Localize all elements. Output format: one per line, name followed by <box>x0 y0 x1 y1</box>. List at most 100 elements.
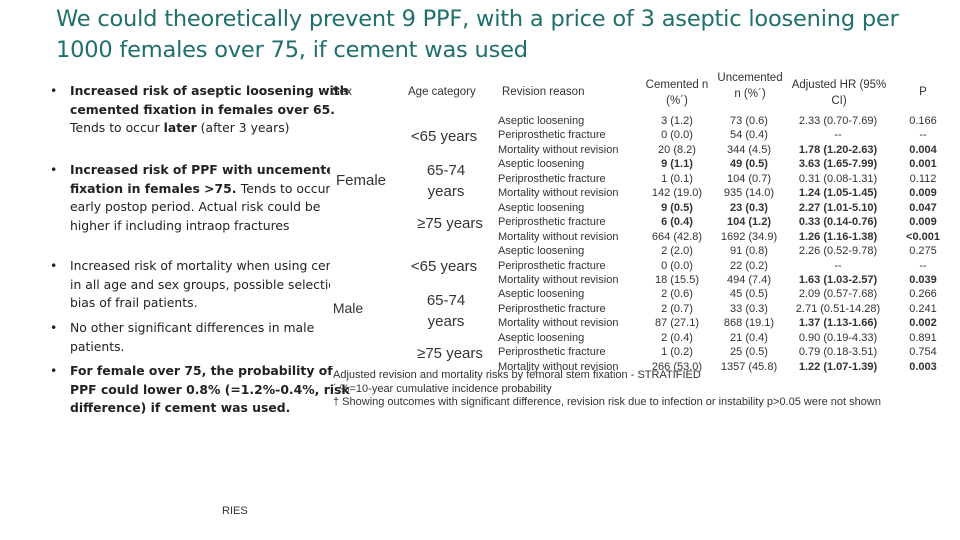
revision-reason-cell: Mortality without revision <box>498 143 619 156</box>
cemented-cell: 266 (53.0) <box>651 360 703 373</box>
sex-block-male: Male <box>330 244 392 366</box>
adjusted-hr-cell: -- <box>834 259 842 272</box>
uncemented-cell: 1357 (45.8) <box>720 360 778 373</box>
adjusted-hr-cell: 1.37 (1.13-1.66) <box>798 317 878 330</box>
finding-bullet: No other significant differences in male… <box>50 319 360 356</box>
sex-label-male: Male <box>332 300 364 316</box>
adjusted-hr-cell: 1.78 (1.20-2.63) <box>798 143 878 156</box>
age-label-male-65-74: 65-74 years <box>426 292 466 330</box>
cemented-cell: 1 (0.2) <box>661 346 693 359</box>
adjusted-hr-cell: 0.90 (0.19-4.33) <box>798 331 878 344</box>
finding-bullet: Increased risk of PPF with uncemented fi… <box>50 161 360 235</box>
revision-reason-cell: Mortality without revision <box>498 187 619 200</box>
finding-text: Tends to occur <box>70 120 164 135</box>
footnote-significance: † Showing outcomes with significant diff… <box>333 396 881 408</box>
revision-reason-cell: Mortality without revision <box>498 360 619 373</box>
revision-reason-cell: Periprosthetic fracture <box>498 172 606 185</box>
cemented-cell: 9 (0.5) <box>661 201 693 214</box>
uncemented-cell: 868 (19.1) <box>723 317 775 330</box>
uncemented-cell: 104 (0.7) <box>726 172 772 185</box>
citation-source: RIES <box>222 505 248 517</box>
slide-title: We could theoretically prevent 9 PPF, wi… <box>56 6 899 63</box>
revision-reason-cell: Mortality without revision <box>498 273 619 286</box>
finding-text: Tends to occur in early postop period. A… <box>70 180 346 233</box>
finding-text: Increased risk of mortality when using c… <box>70 258 359 310</box>
uncemented-cell: 22 (0.2) <box>730 259 768 272</box>
uncemented-cell: 45 (0.5) <box>730 288 768 301</box>
header-adjusted-hr: Adjusted HR (95% CI) <box>791 79 887 107</box>
adjusted-hr-cell: 1.63 (1.03-2.57) <box>798 273 878 286</box>
adjusted-hr-cell: 3.63 (1.65-7.99) <box>798 158 878 171</box>
p-value-cell: 0.039 <box>909 273 937 286</box>
revision-reason-cell: Aseptic loosening <box>498 288 585 301</box>
adjusted-hr-cell: -- <box>834 129 842 142</box>
finding-text: No other significant differences in male… <box>70 320 315 354</box>
header-age-category: Age category <box>408 86 476 98</box>
cemented-cell: 20 (8.2) <box>658 143 696 156</box>
sex-label-female: Female <box>335 172 387 189</box>
cemented-cell: 0 (0.0) <box>661 259 693 272</box>
age-label-female-under-65: <65 years <box>410 128 478 145</box>
cemented-cell: 18 (15.5) <box>654 273 700 286</box>
uncemented-cell: 23 (0.3) <box>730 201 768 214</box>
finding-text: later <box>163 120 197 135</box>
uncemented-cell: 25 (0.5) <box>730 346 768 359</box>
adjusted-hr-cell: 0.79 (0.18-3.51) <box>798 346 878 359</box>
finding-text: For female over 75, the probability of P… <box>70 363 350 415</box>
adjusted-hr-cell: 2.27 (1.01-5.10) <box>798 201 878 214</box>
cemented-cell: 2 (0.6) <box>661 288 693 301</box>
finding-bullet: Increased risk of aseptic loosening with… <box>50 82 360 138</box>
revision-reason-cell: Aseptic loosening <box>498 201 585 214</box>
uncemented-cell: 344 (4.5) <box>726 143 772 156</box>
p-value-cell: 0.266 <box>909 288 937 301</box>
finding-text: Increased risk of aseptic loosening with… <box>70 83 349 117</box>
revision-reason-cell: Mortality without revision <box>498 230 619 243</box>
revision-reason-cell: Periprosthetic fracture <box>498 216 606 229</box>
p-value-cell: 0.166 <box>909 115 937 127</box>
header-revision-reason: Revision reason <box>502 86 585 98</box>
cemented-cell: 2 (0.7) <box>661 302 693 315</box>
header-cemented: Cemented n (%´) <box>645 79 709 107</box>
adjusted-hr-cell: 0.31 (0.08-1.31) <box>798 172 878 185</box>
cemented-cell: 9 (1.1) <box>661 158 693 171</box>
revision-reason-cell: Periprosthetic fracture <box>498 129 606 142</box>
uncemented-cell: 91 (0.8) <box>730 245 768 258</box>
revision-reason-cell: Periprosthetic fracture <box>498 259 606 272</box>
revision-reason-cell: Aseptic loosening <box>498 115 585 127</box>
cemented-cell: 142 (19.0) <box>651 187 703 200</box>
cemented-cell: 664 (42.8) <box>651 230 703 243</box>
p-value-cell: 0.047 <box>909 201 937 214</box>
uncemented-cell: 104 (1.2) <box>726 216 772 229</box>
revision-reason-cell: Mortality without revision <box>498 317 619 330</box>
p-value-cell: 0.754 <box>909 346 937 359</box>
age-label-male-under-65: <65 years <box>410 258 478 275</box>
cemented-cell: 6 (0.4) <box>661 216 693 229</box>
p-value-cell: 0.001 <box>909 158 937 171</box>
cemented-cell: 0 (0.0) <box>661 129 693 142</box>
footnote-stratified: Adjusted revision and mortality risks by… <box>333 369 701 381</box>
finding-text: (after 3 years) <box>196 120 290 135</box>
p-value-cell: <0.001 <box>906 230 940 243</box>
uncemented-cell: 49 (0.5) <box>730 158 768 171</box>
revision-reason-cell: Periprosthetic fracture <box>498 346 606 359</box>
p-value-cell: 0.241 <box>909 302 937 315</box>
cemented-cell: 3 (1.2) <box>661 115 693 127</box>
p-value-cell: 0.002 <box>909 317 937 330</box>
adjusted-hr-cell: 2.26 (0.52-9.78) <box>798 245 878 258</box>
footnote-incidence: ´ %=10-year cumulative incidence probabi… <box>333 383 552 395</box>
revision-reason-cell: Periprosthetic fracture <box>498 302 606 315</box>
age-label-male-75-plus: ≥75 years <box>417 345 483 362</box>
finding-bullet: Increased risk of mortality when using c… <box>50 257 360 313</box>
cemented-cell: 1 (0.1) <box>661 172 693 185</box>
uncemented-cell: 73 (0.6) <box>730 115 768 127</box>
adjusted-hr-cell: 2.33 (0.70-7.69) <box>798 115 878 127</box>
adjusted-hr-cell: 0.33 (0.14-0.76) <box>798 216 878 229</box>
p-value-cell: 0.112 <box>909 172 937 185</box>
adjusted-hr-cell: 2.71 (0.51-14.28) <box>795 302 881 315</box>
finding-text: Increased risk of PPF with uncemented fi… <box>70 162 344 196</box>
adjusted-hr-cell: 1.26 (1.16-1.38) <box>798 230 878 243</box>
p-value-cell: 0.009 <box>909 187 937 200</box>
p-value-cell: -- <box>919 259 927 272</box>
uncemented-cell: 1692 (34.9) <box>720 230 778 243</box>
cemented-cell: 2 (0.4) <box>661 331 693 344</box>
